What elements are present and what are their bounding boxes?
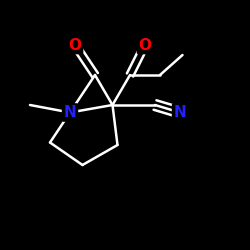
Text: N: N	[174, 105, 186, 120]
Text: O: O	[68, 38, 82, 52]
Text: O: O	[138, 38, 151, 52]
Text: N: N	[64, 105, 76, 120]
